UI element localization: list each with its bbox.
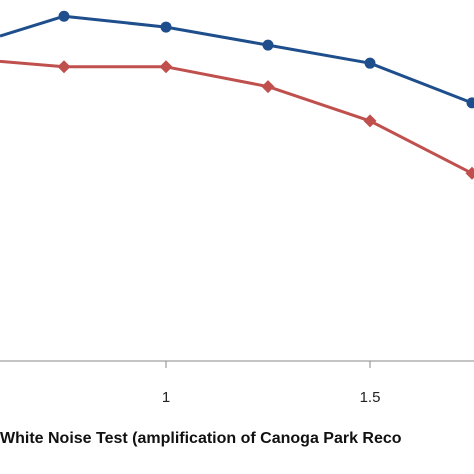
series-2-point — [261, 80, 275, 94]
series-2-line — [0, 59, 473, 175]
series-1-point — [160, 21, 172, 33]
series-1-point — [364, 57, 376, 69]
series-1-point — [58, 10, 70, 22]
x-tick-label: 1.5 — [360, 389, 381, 406]
series-1-point — [262, 39, 274, 51]
series-2-point — [159, 60, 173, 74]
series-2-point — [57, 60, 71, 74]
x-tick-label: 1 — [162, 389, 170, 406]
series-layer — [0, 10, 474, 180]
series-1-line — [0, 14, 473, 105]
series-1-point — [466, 97, 474, 109]
series-2-point — [363, 114, 377, 128]
series-2-point — [465, 166, 474, 180]
x-axis-title: White Noise Test (amplification of Canog… — [0, 430, 402, 447]
